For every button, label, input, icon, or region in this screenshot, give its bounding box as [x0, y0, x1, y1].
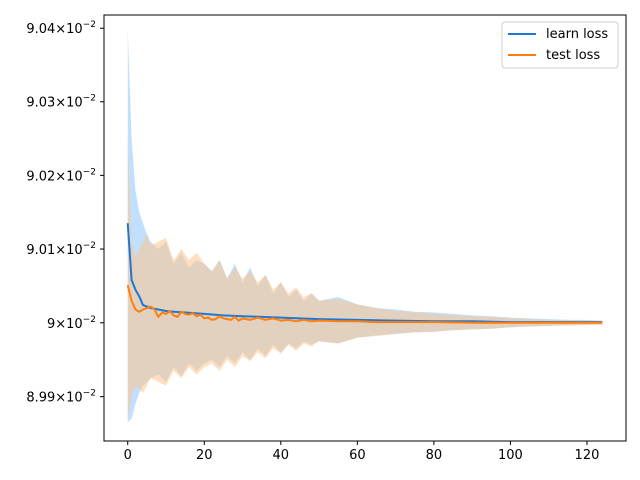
x-tick-label: 0 — [124, 448, 132, 463]
y-tick-label: 9.02×10−2 — [26, 167, 96, 184]
y-tick-label: 9.01×10−2 — [26, 241, 96, 258]
x-tick-label: 40 — [273, 448, 290, 463]
band-test-loss — [127, 138, 603, 419]
plot-frame — [103, 14, 627, 442]
series-lines — [126, 223, 603, 324]
legend-label-test-loss: test loss — [546, 48, 600, 63]
x-tick-label: 80 — [426, 448, 443, 463]
line-test-loss — [126, 284, 603, 324]
confidence-bands — [127, 28, 603, 423]
x-tick-label: 60 — [349, 448, 366, 463]
x-axis: 0 20 40 60 80 100 120 — [124, 441, 600, 463]
y-tick-label: 9.03×10−2 — [26, 94, 96, 111]
x-tick-label: 120 — [575, 448, 600, 463]
y-tick-label: 9.04×10−2 — [26, 20, 96, 37]
y-tick-label: 8.99×10−2 — [26, 389, 96, 406]
y-axis: 8.99×10−2 9×10−2 9.01×10−2 9.02×10−2 9.03×10… — [26, 20, 104, 406]
x-tick-label: 100 — [498, 448, 523, 463]
legend: learn loss test loss — [501, 21, 619, 69]
y-tick-label: 9×10−2 — [47, 315, 96, 332]
x-tick-label: 20 — [196, 448, 213, 463]
legend-label-learn-loss: learn loss — [546, 27, 608, 42]
